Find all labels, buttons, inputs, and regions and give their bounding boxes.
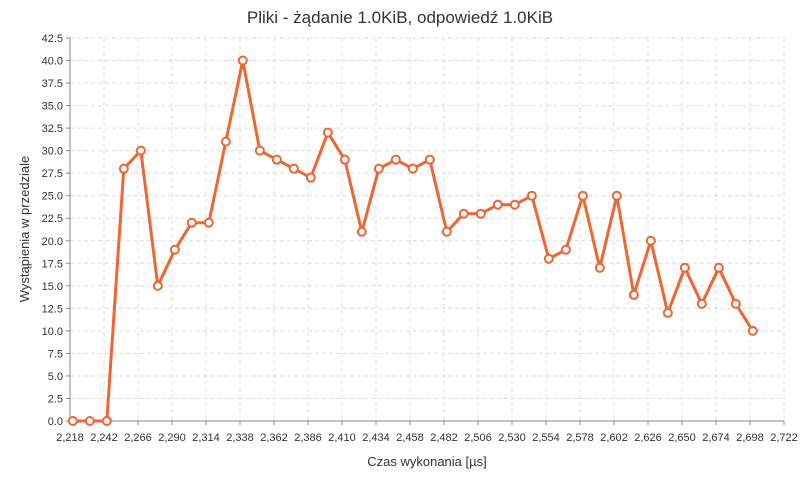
x-tick-label: 2,602 — [600, 432, 628, 444]
x-tick-label: 2,626 — [634, 432, 662, 444]
y-tick-label: 32.5 — [42, 123, 63, 135]
chart-title: Pliki - żądanie 1.0KiB, odpowiedź 1.0KiB — [247, 8, 553, 27]
data-point — [271, 154, 282, 165]
x-tick-label: 2,530 — [498, 432, 526, 444]
x-tick-label: 2,554 — [532, 432, 560, 444]
data-point — [492, 199, 503, 210]
x-tick-label: 2,434 — [362, 432, 390, 444]
y-tick-label: 7.5 — [48, 348, 63, 360]
series — [67, 55, 758, 426]
data-point — [169, 244, 180, 255]
y-tick-label: 17.5 — [42, 258, 63, 270]
data-point — [305, 172, 316, 183]
data-point — [730, 298, 741, 309]
x-tick-label: 2,722 — [770, 432, 798, 444]
x-tick-label: 2,290 — [158, 432, 186, 444]
x-tick-label: 2,338 — [226, 432, 254, 444]
x-tick-label: 2,506 — [464, 432, 492, 444]
data-point — [526, 190, 537, 201]
x-tick-label: 2,386 — [294, 432, 322, 444]
data-point — [713, 262, 724, 273]
y-tick-label: 35.0 — [42, 101, 63, 113]
y-tick-label: 42.5 — [42, 33, 63, 45]
y-tick-label: 20.0 — [42, 236, 63, 248]
x-ticks: 2,218 2,242 2,266 2,290 2,314 2,338 2,362 2,386… — [56, 421, 798, 444]
x-tick-label: 2,242 — [90, 432, 118, 444]
data-point — [696, 298, 707, 309]
x-tick-label: 2,362 — [260, 432, 288, 444]
y-tick-label: 5.0 — [48, 371, 63, 383]
data-point — [322, 127, 333, 138]
data-point — [288, 163, 299, 174]
data-point — [475, 208, 486, 219]
data-point — [543, 253, 554, 264]
data-point — [356, 226, 367, 237]
data-point — [441, 226, 452, 237]
x-tick-label: 2,650 — [668, 432, 696, 444]
data-point — [645, 235, 656, 246]
data-point — [254, 145, 265, 156]
x-tick-label: 2,674 — [702, 432, 730, 444]
y-ticks: 0.0 2.5 5.0 7.5 10.0 12.5 15.0 17.5 20.0 22.5 25.0… — [42, 33, 70, 428]
grid — [70, 37, 785, 421]
data-point — [152, 280, 163, 291]
data-point — [203, 217, 214, 228]
x-tick-label: 2,410 — [328, 432, 356, 444]
data-point — [747, 325, 758, 336]
y-axis-label: Wystąpienia w przedziale — [17, 156, 32, 303]
y-tick-label: 30.0 — [42, 146, 63, 158]
data-point — [424, 154, 435, 165]
x-tick-label: 2,218 — [56, 432, 84, 444]
y-tick-label: 27.5 — [42, 168, 63, 180]
x-tick-label: 2,458 — [396, 432, 424, 444]
data-point — [407, 163, 418, 174]
data-point — [118, 163, 129, 174]
y-tick-label: 10.0 — [42, 326, 63, 338]
data-point — [594, 262, 605, 273]
x-tick-label: 2,698 — [736, 432, 764, 444]
x-tick-label: 2,314 — [192, 432, 220, 444]
data-point — [237, 55, 248, 66]
y-tick-label: 22.5 — [42, 213, 63, 225]
y-tick-label: 37.5 — [42, 78, 63, 90]
data-point — [611, 190, 622, 201]
y-tick-label: 15.0 — [42, 281, 63, 293]
data-point — [390, 154, 401, 165]
data-point — [662, 307, 673, 318]
y-tick-label: 2.5 — [48, 393, 63, 405]
data-point — [509, 199, 520, 210]
y-tick-label: 25.0 — [42, 191, 63, 203]
data-point — [186, 217, 197, 228]
data-point — [577, 190, 588, 201]
data-point — [101, 416, 112, 426]
data-point — [339, 154, 350, 165]
data-point — [135, 145, 146, 156]
x-tick-label: 2,482 — [430, 432, 458, 444]
y-tick-label: 12.5 — [42, 303, 63, 315]
x-tick-label: 2,266 — [124, 432, 152, 444]
y-tick-label: 40.0 — [42, 56, 63, 68]
data-point — [458, 208, 469, 219]
data-point — [84, 416, 95, 426]
data-point — [220, 136, 231, 147]
axes — [69, 38, 784, 422]
data-point — [67, 416, 78, 426]
y-tick-label: 0.0 — [48, 416, 63, 428]
x-axis-label: Czas wykonania [µs] — [367, 454, 486, 469]
data-point — [373, 163, 384, 174]
data-point — [679, 262, 690, 273]
x-tick-label: 2,578 — [566, 432, 594, 444]
data-point — [560, 244, 571, 255]
data-point — [628, 289, 639, 300]
